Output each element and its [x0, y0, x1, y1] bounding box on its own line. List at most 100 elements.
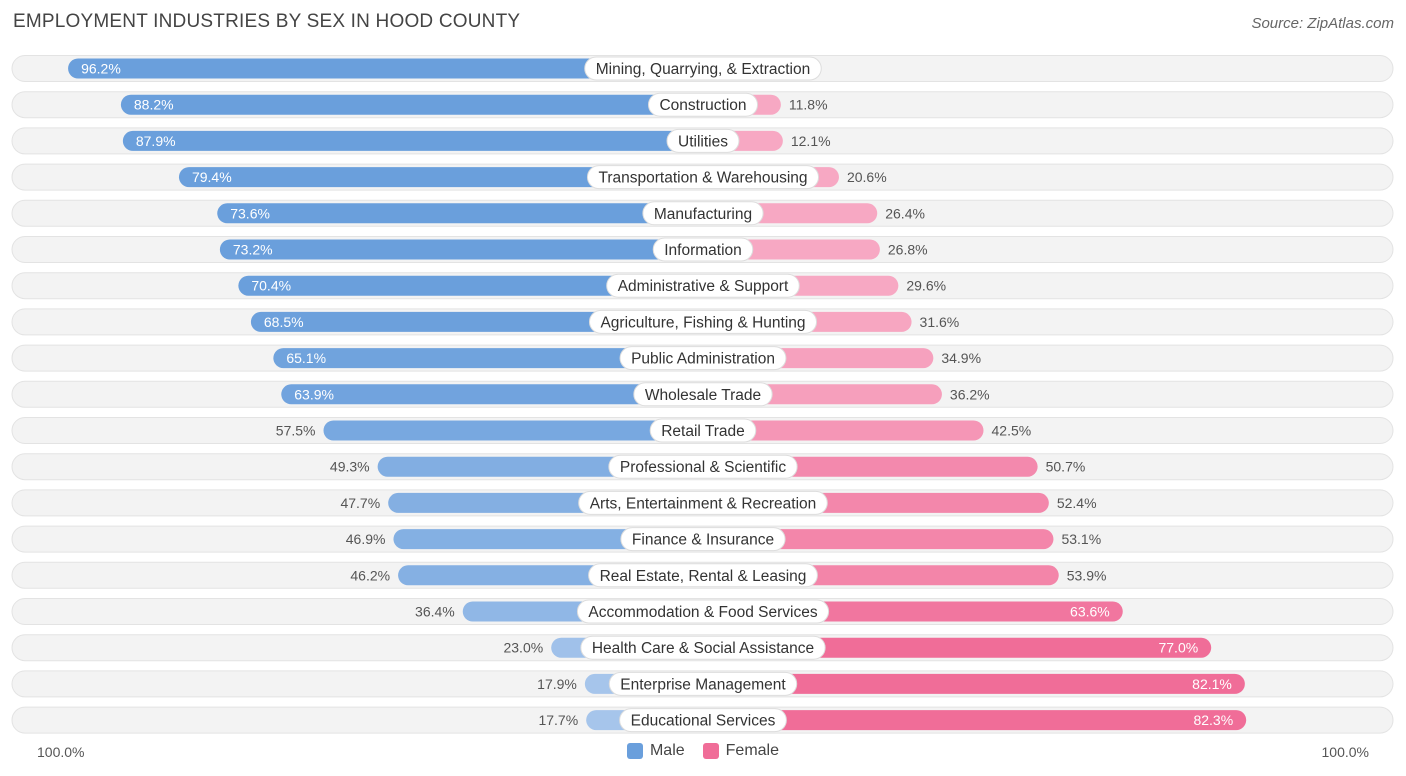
category-label-background — [608, 454, 798, 479]
female-value-label: 53.9% — [1067, 567, 1107, 583]
bar-male — [219, 239, 703, 260]
legend-swatch-female — [702, 743, 719, 759]
bar-female — [703, 673, 1245, 694]
male-value-label: 47.7% — [340, 495, 380, 511]
category-label: Information — [664, 242, 742, 259]
category-label: Administrative & Support — [618, 278, 789, 295]
category-label: Transportation & Warehousing — [598, 170, 807, 187]
category-label: Educational Services — [631, 713, 776, 730]
category-label: Wholesale Trade — [645, 387, 761, 404]
female-value-label: 82.3% — [1193, 712, 1233, 728]
female-value-label: 12.1% — [791, 133, 831, 149]
category-label-background — [666, 128, 740, 153]
category-label: Manufacturing — [654, 206, 752, 223]
category-label: Accommodation & Food Services — [588, 604, 817, 621]
category-label-background — [576, 599, 830, 624]
category-label-background — [588, 309, 818, 334]
bar-male — [178, 167, 703, 188]
bar-male — [238, 275, 704, 296]
category-label: Arts, Entertainment & Recreation — [590, 495, 817, 512]
category-label: Health Care & Social Assistance — [592, 640, 814, 657]
female-value-label: 50.7% — [1046, 459, 1086, 475]
bar-male — [250, 311, 703, 332]
category-label: Finance & Insurance — [632, 532, 774, 549]
bar-female — [703, 637, 1212, 658]
category-label-background — [586, 165, 820, 190]
legend-item-male: Male — [626, 742, 685, 760]
female-value-label: 26.8% — [888, 242, 928, 258]
bar-male — [217, 203, 704, 224]
male-value-label: 73.2% — [233, 242, 273, 258]
female-value-label: 20.6% — [847, 169, 887, 185]
axis-left-label: 100.0% — [37, 744, 85, 760]
bar-male — [120, 94, 703, 115]
legend-swatch-male — [626, 743, 643, 759]
bar-male — [122, 130, 704, 151]
category-label: Public Administration — [631, 351, 775, 368]
category-label: Enterprise Management — [620, 676, 786, 693]
male-value-label: 87.9% — [136, 133, 176, 149]
female-value-label: 52.4% — [1057, 495, 1097, 511]
male-value-label: 65.1% — [286, 350, 326, 366]
bar-male — [281, 384, 703, 405]
female-value-label: 34.9% — [941, 350, 981, 366]
source-credit: Source: ZipAtlas.com — [1251, 15, 1394, 32]
bar-female — [703, 529, 1054, 550]
male-value-label: 46.9% — [346, 531, 386, 547]
male-value-label: 36.4% — [415, 604, 455, 620]
female-value-label: 26.4% — [885, 205, 925, 221]
legend: Male Female — [0, 742, 1406, 760]
male-value-label: 57.5% — [276, 423, 316, 439]
male-value-label: 68.5% — [264, 314, 304, 330]
bar-female — [703, 420, 984, 441]
male-value-label: 49.3% — [330, 459, 370, 475]
female-value-label: 53.1% — [1061, 531, 1101, 547]
category-label-background — [652, 237, 754, 262]
category-label-background — [578, 490, 828, 515]
female-value-label: 63.6% — [1070, 604, 1110, 620]
male-value-label: 63.9% — [294, 386, 334, 402]
male-value-label: 88.2% — [134, 97, 174, 113]
female-value-label: 82.1% — [1192, 676, 1232, 692]
category-label: Professional & Scientific — [620, 459, 787, 476]
category-label-background — [619, 346, 787, 371]
male-value-label: 70.4% — [251, 278, 291, 294]
male-value-label: 79.4% — [192, 169, 232, 185]
male-value-label: 73.6% — [230, 205, 270, 221]
female-value-label: 11.8% — [789, 97, 828, 113]
legend-label-male: Male — [649, 742, 685, 759]
female-value-label: 31.6% — [920, 314, 960, 330]
bar-male — [68, 58, 703, 79]
category-label-background — [606, 273, 800, 298]
female-value-label: 29.6% — [906, 278, 946, 294]
female-value-label: 36.2% — [950, 386, 990, 402]
legend-item-female: Female — [702, 742, 780, 760]
category-label-background — [588, 563, 818, 588]
male-value-label: 17.7% — [538, 712, 578, 728]
category-label-background — [619, 708, 787, 733]
category-label-background — [584, 56, 822, 81]
category-label-background — [649, 418, 757, 443]
category-label: Agriculture, Fishing & Hunting — [600, 314, 805, 331]
male-value-label: 23.0% — [503, 640, 543, 656]
male-value-label: 96.2% — [81, 61, 121, 77]
axis-right-label: 100.0% — [1321, 744, 1369, 760]
category-label-background — [620, 527, 786, 552]
category-label-background — [633, 382, 773, 407]
female-value-label: 42.5% — [992, 423, 1032, 439]
category-label: Mining, Quarrying, & Extraction — [596, 61, 811, 78]
category-label-background — [642, 201, 764, 226]
chart-title: EMPLOYMENT INDUSTRIES BY SEX IN HOOD COU… — [13, 11, 521, 32]
female-value-label: 77.0% — [1158, 640, 1198, 656]
male-value-label: 46.2% — [350, 567, 390, 583]
male-value-label: 17.9% — [537, 676, 577, 692]
bar-male — [273, 348, 703, 369]
legend-label-female: Female — [725, 742, 780, 759]
category-label-background — [608, 671, 798, 696]
category-label-background — [647, 92, 759, 117]
category-label: Real Estate, Rental & Leasing — [600, 568, 807, 585]
category-label-background — [580, 635, 826, 660]
category-label: Retail Trade — [661, 423, 745, 440]
category-label: Construction — [659, 97, 746, 114]
